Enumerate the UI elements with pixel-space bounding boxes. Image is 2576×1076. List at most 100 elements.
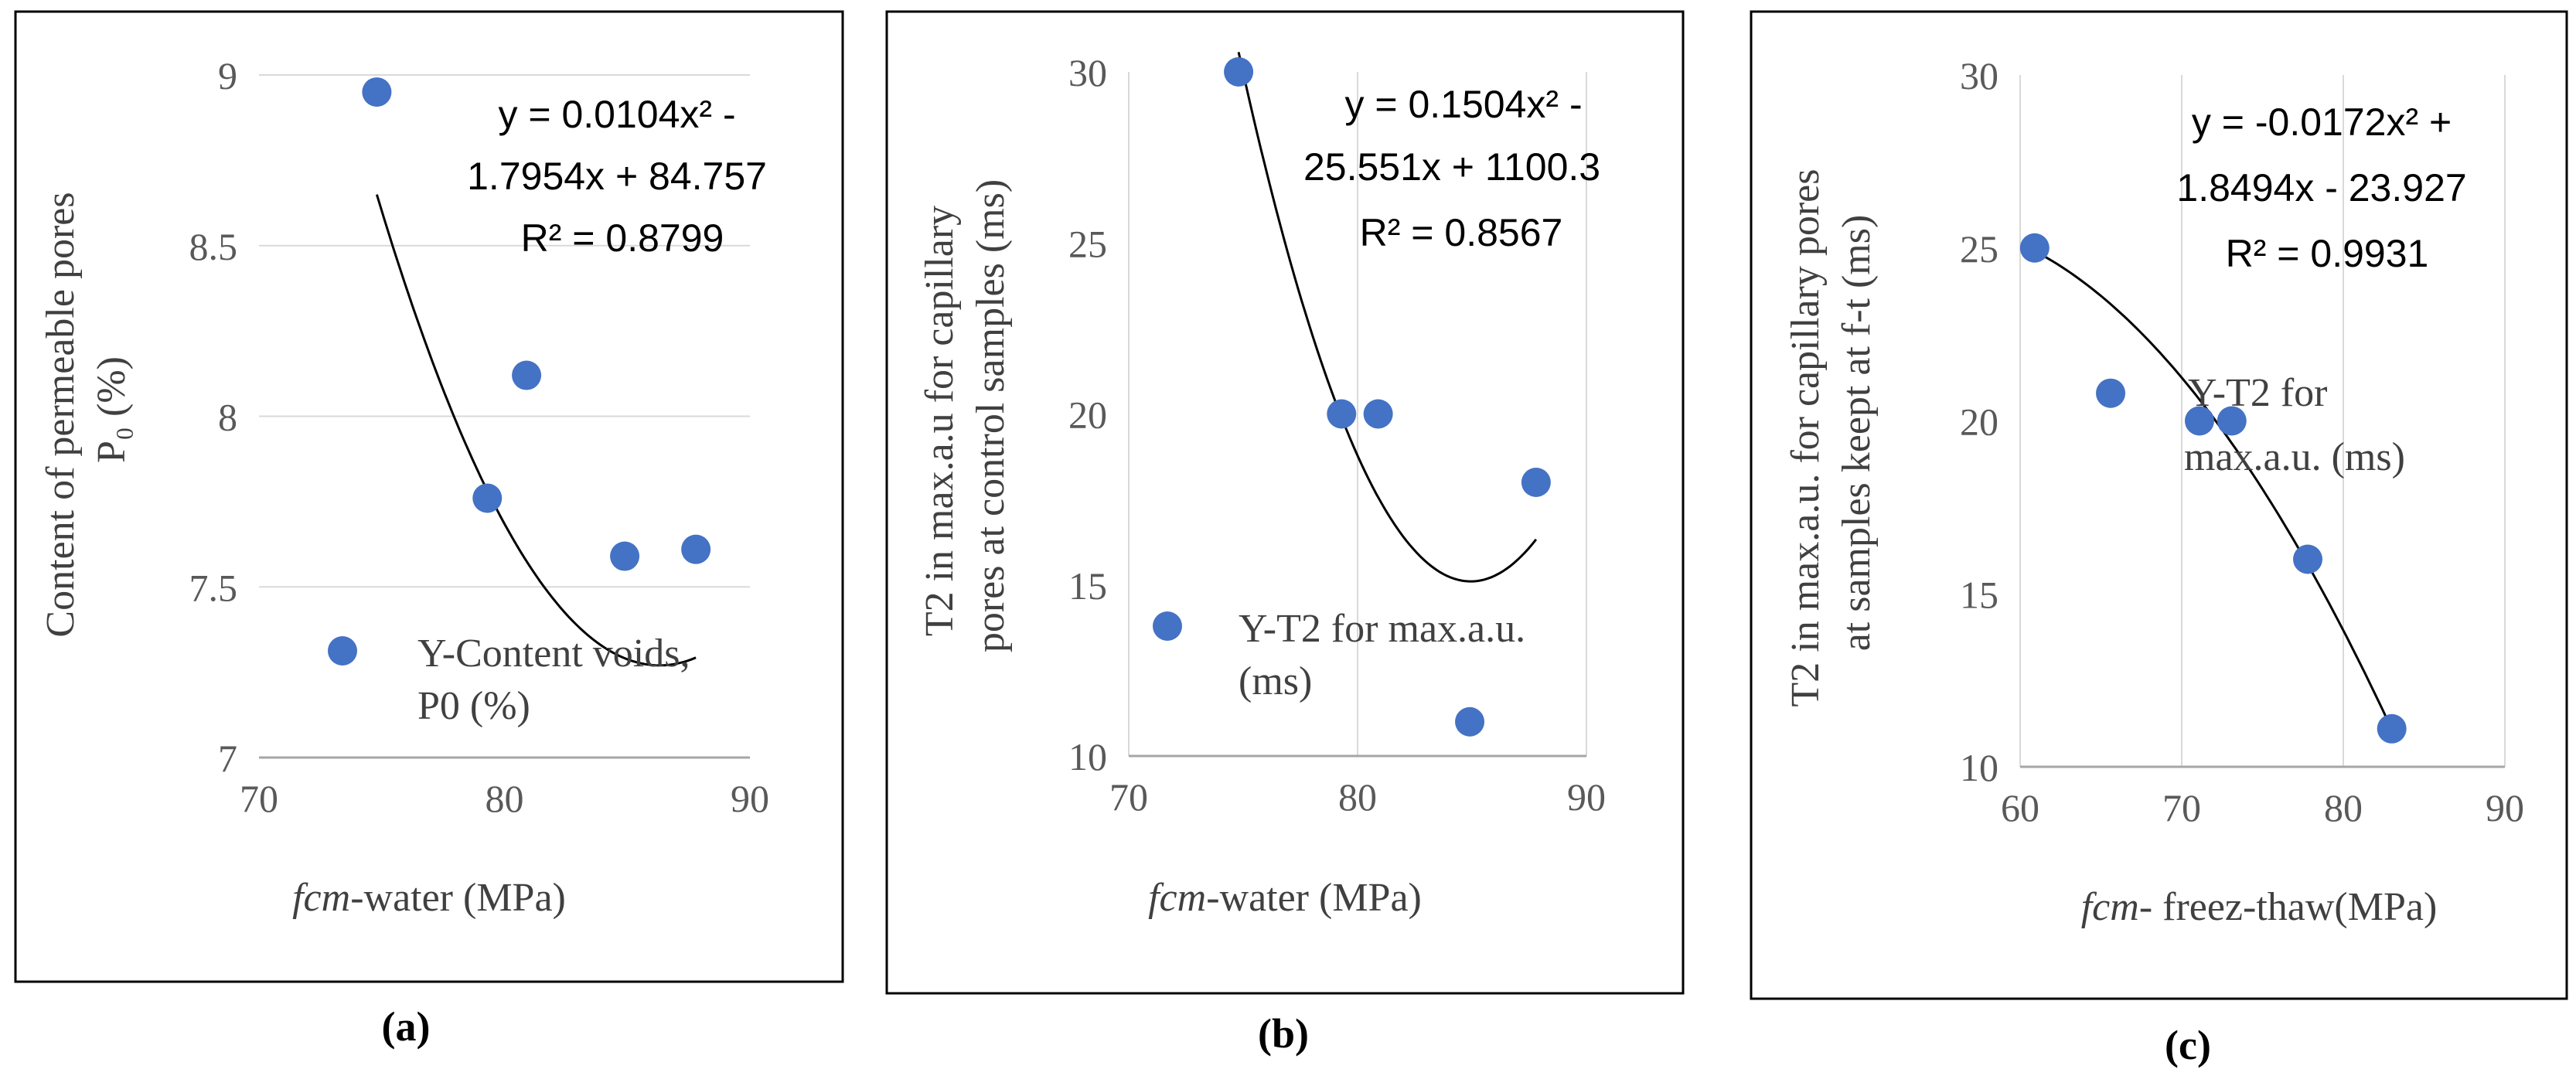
panel-c-frame: [1750, 10, 2568, 1000]
panel-b-data-point: [1363, 399, 1393, 429]
panel-b-points: [1224, 57, 1551, 737]
panel-b-legend: Y-T2 for max.a.u. (ms): [1153, 607, 1525, 703]
panel-a-legend-marker: [328, 636, 357, 666]
panel-b-xlabel-rest: -water (MPa): [1206, 876, 1422, 920]
panel-c-xlabel-italic: fcm: [2081, 885, 2139, 929]
panel-c-ylabel-line-2: at samples keept at f-t (ms): [1835, 215, 1879, 652]
panel-b-equation-line-1: y = 0.1504x² -: [1344, 83, 1582, 126]
panel-c-data-point: [2184, 406, 2214, 436]
panel-b-xticks: 70 80 90: [1109, 775, 1606, 819]
panel-b-legend-line-2: (ms): [1239, 659, 1312, 703]
panel-c-xtick-label: 70: [2162, 786, 2201, 829]
panel-a-gridlines: [259, 74, 750, 588]
panel-c-equation-line-1: y = -0.0172x² +: [2192, 100, 2452, 144]
panel-c-legend: Y-T2 for max.a.u. (ms): [2184, 371, 2405, 479]
panel-b-data-point: [1224, 57, 1254, 87]
panel-a-legend-line-2: P0 (%): [417, 684, 530, 728]
panel-b-ylabel-line-1: T2 in max.a.u for capillary: [918, 206, 962, 636]
panel-b-ytick-label: 15: [1068, 564, 1107, 608]
panel-b-legend-line-1: Y-T2 for max.a.u.: [1239, 607, 1525, 651]
panel-a-ytick-label: 7.5: [189, 566, 238, 609]
panel-c-equation-line-3: R² = 0.9931: [2226, 232, 2429, 275]
panel-c-data-point: [2293, 544, 2323, 574]
panel-a-points: [362, 77, 711, 571]
panel-a-equation-line-1: y = 0.0104x² -: [498, 93, 735, 136]
panel-b-equation-line-2: 25.551x + 1100.3: [1303, 145, 1600, 189]
panel-c-ylabel: T2 in max.a.u. for capillary pores at sa…: [1784, 159, 1879, 707]
panel-b-caption: (b): [1258, 1010, 1309, 1057]
panel-b-legend-marker: [1153, 611, 1182, 641]
panel-a-xtick-label: 70: [240, 777, 278, 820]
panel-b-frame: [885, 10, 1685, 995]
panel-a-ylabel-line-1: Content of permeable pores: [39, 192, 83, 637]
panel-c-ytick-label: 20: [1960, 400, 1998, 444]
panel-c-legend-line-1: Y-T2 for: [2188, 371, 2328, 415]
panel-c-data-point: [2217, 406, 2247, 436]
panel-b-xtick-label: 80: [1338, 775, 1377, 819]
panel-a-xticks: 70 80 90: [240, 777, 769, 820]
panel-c-data-point: [2096, 378, 2126, 408]
panel-a-data-point: [512, 360, 542, 390]
panel-a-xlabel-italic: fcm: [292, 876, 350, 920]
panel-b-trendline: [1237, 52, 1538, 583]
panel-a-ytick-label: 7: [218, 737, 237, 780]
panel-a-data-point: [362, 77, 392, 107]
panel-b-gridlines: [1128, 72, 1587, 756]
panel-c-ytick-label: 25: [1960, 227, 1998, 271]
panel-a-xlabel-rest: -water (MPa): [350, 876, 566, 920]
panel-c-legend-text: Y-T2 for max.a.u. (ms): [2184, 371, 2405, 479]
panel-a-ytick-label: 8.5: [189, 225, 238, 268]
chart-panel-b: 10 15 20 25 30 70 80 90 T2 in max.a.u for capi…: [885, 10, 1685, 1057]
panel-a-equation-line-2: 1.7954x + 84.757: [467, 155, 767, 198]
panel-c-yticks: 10 15 20 25 30: [1960, 54, 1998, 789]
panel-c-equation-line-2: 1.8494x - 23.927: [2176, 166, 2466, 209]
panel-b-equation: y = 0.1504x² - 25.551x + 1100.3 R² = 0.8…: [1303, 83, 1611, 254]
panel-b-ytick-label: 25: [1068, 222, 1107, 265]
panel-a-ytick-label: 9: [218, 54, 237, 97]
panel-c-gridlines: [2019, 75, 2506, 767]
panel-a-ylabel-line-2: P₀ (%): [90, 356, 134, 463]
panel-c-data-point: [2019, 233, 2050, 263]
panel-a-caption: (a): [382, 1003, 431, 1050]
panel-a-xlabel: fcm-water (MPa): [292, 876, 566, 920]
panel-c-xlabel: fcm- freez-thaw(MPa): [2081, 885, 2438, 929]
panel-c-ytick-label: 10: [1960, 746, 1998, 789]
panel-c-ytick-label: 15: [1960, 573, 1998, 616]
panel-a-legend: Y-Content voids, P0 (%): [328, 632, 700, 728]
panel-b-ytick-label: 20: [1068, 393, 1107, 437]
panel-a-equation: y = 0.0104x² - 1.7954x + 84.757 R² = 0.8…: [467, 93, 778, 260]
panel-b-ylabel: T2 in max.a.u for capillary pores at con…: [918, 179, 1013, 652]
panel-a-legend-text: Y-Content voids, P0 (%): [417, 632, 700, 728]
panel-b-data-point: [1327, 399, 1357, 429]
panel-a-ylabel: Content of permeable pores P₀ (%): [39, 182, 134, 637]
panel-c-ytick-label: 30: [1960, 54, 1998, 97]
panel-a-data-point: [610, 541, 640, 571]
panel-c-xtick-label: 60: [2001, 786, 2039, 829]
panel-c-ylabel-line-1: T2 in max.a.u. for capillary pores: [1784, 169, 1828, 707]
panel-b-yticks: 10 15 20 25 30: [1068, 51, 1107, 778]
panel-b-xtick-label: 70: [1109, 775, 1148, 819]
panel-b-ylabel-line-2: pores at control samples (ms): [969, 179, 1013, 652]
panel-c-data-point: [2377, 713, 2407, 744]
panel-a-frame: [14, 10, 844, 983]
panel-b-xlabel: fcm-water (MPa): [1148, 876, 1422, 920]
panel-a-equation-line-3: R² = 0.8799: [521, 216, 724, 260]
panel-a-legend-line-1: Y-Content voids,: [417, 632, 690, 676]
panel-a-ytick-label: 8: [218, 396, 237, 439]
panel-b-data-point: [1455, 707, 1485, 737]
panel-c-points: [2019, 233, 2407, 744]
panel-a-trendline: [375, 194, 697, 667]
panel-c-xticks: 60 70 80 90: [2001, 786, 2524, 829]
panel-b-ytick-label: 30: [1068, 51, 1107, 94]
panel-a-xtick-label: 90: [731, 777, 769, 820]
panel-a-data-point: [472, 483, 503, 513]
panel-c-trendline: [2034, 250, 2394, 730]
panel-b-equation-line-3: R² = 0.8567: [1360, 211, 1563, 254]
panel-c-caption: (c): [2165, 1022, 2211, 1068]
panel-c-xtick-label: 90: [2486, 786, 2524, 829]
panel-c-xlabel-rest: - freez-thaw(MPa): [2139, 885, 2437, 929]
chart-panel-a: 7 7.5 8 8.5 9 70 80 90 Content of permeable po…: [14, 10, 844, 1050]
panel-c-equation: y = -0.0172x² + 1.8494x - 23.927 R² = 0.…: [2176, 100, 2477, 275]
chart-panel-c: 10 15 20 25 30 60 70 80 90 T2 in max.a.u. for c…: [1750, 10, 2568, 1068]
